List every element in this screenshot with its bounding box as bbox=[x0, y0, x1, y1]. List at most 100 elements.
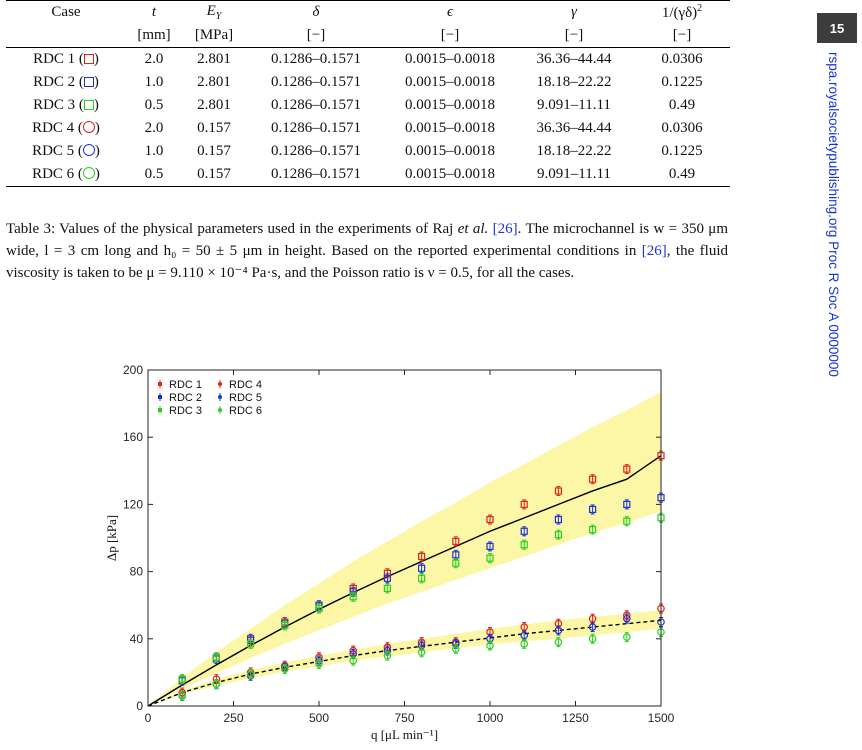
col-t: t bbox=[126, 0, 182, 24]
data-point bbox=[554, 626, 563, 635]
data-point bbox=[451, 645, 460, 653]
square-marker-icon bbox=[83, 77, 94, 87]
delta-cell: 0.1286–0.1571 bbox=[271, 74, 361, 90]
y-tick-label: 160 bbox=[123, 430, 143, 444]
data-point bbox=[315, 660, 323, 668]
delta-cell: 0.1286–0.1571 bbox=[271, 97, 361, 113]
data-point bbox=[486, 515, 494, 524]
legend-marker bbox=[218, 408, 222, 412]
unit-eps: [−] bbox=[386, 24, 514, 48]
data-point bbox=[588, 505, 597, 514]
legend-marker bbox=[158, 395, 162, 399]
unit-gamma: [−] bbox=[514, 24, 634, 48]
col-E: EY bbox=[182, 0, 246, 24]
y-axis-label: Δp [kPa] bbox=[104, 515, 119, 561]
table-row: RDC 2 () 1.0 2.801 0.1286–0.1571 0.0015–0.00… bbox=[6, 71, 730, 94]
legend-marker bbox=[158, 408, 162, 412]
data-point bbox=[520, 640, 529, 648]
t-cell: 1.0 bbox=[144, 74, 164, 90]
x-tick-label: 1500 bbox=[648, 711, 675, 725]
y-tick-label: 0 bbox=[136, 699, 143, 713]
t-cell: 1.0 bbox=[144, 143, 164, 159]
data-point bbox=[623, 517, 631, 525]
data-point bbox=[520, 527, 528, 535]
unit-inv: [−] bbox=[634, 24, 730, 48]
dashed-model-curve bbox=[147, 619, 662, 707]
gamma-cell: 18.18–22.22 bbox=[536, 74, 612, 90]
table-units-row: [mm] [MPa] [−] [−] [−] [−] bbox=[6, 24, 730, 48]
y-tick-label: 120 bbox=[123, 497, 143, 511]
gamma-cell: 36.36–44.44 bbox=[536, 51, 612, 67]
x-axis-label: q [μL min⁻¹] bbox=[371, 727, 438, 742]
inv-cell: 0.0306 bbox=[661, 120, 703, 136]
data-point bbox=[520, 500, 528, 508]
legend-label: RDC 1 bbox=[169, 379, 202, 391]
data-point bbox=[349, 656, 358, 665]
data-point bbox=[588, 475, 597, 483]
square-marker-icon bbox=[83, 100, 94, 110]
inv-cell: 0.49 bbox=[668, 97, 696, 113]
data-point bbox=[418, 564, 426, 572]
y-tick-label: 80 bbox=[130, 565, 144, 579]
data-point bbox=[588, 614, 597, 623]
data-point bbox=[178, 675, 186, 683]
data-point bbox=[623, 500, 631, 508]
unit-case bbox=[6, 24, 126, 48]
E-cell: 0.157 bbox=[182, 163, 246, 187]
t-cell: 2.0 bbox=[144, 120, 164, 136]
data-point bbox=[418, 574, 426, 582]
legend-label: RDC 2 bbox=[169, 392, 202, 404]
data-point bbox=[486, 641, 494, 650]
data-point bbox=[349, 593, 357, 601]
gamma-cell: 18.18–22.22 bbox=[536, 143, 612, 159]
table-row: RDC 1 () 2.0 2.801 0.1286–0.1571 0.0015–0.00… bbox=[6, 48, 730, 72]
data-point bbox=[588, 623, 597, 631]
legend-marker bbox=[218, 382, 222, 386]
unit-t: [mm] bbox=[126, 24, 182, 48]
E-cell: 0.157 bbox=[197, 120, 231, 136]
delta-cell: 0.1286–0.1571 bbox=[271, 120, 361, 136]
t-cell: 0.5 bbox=[144, 97, 164, 113]
col-eps: ϵ bbox=[386, 0, 514, 24]
data-point bbox=[588, 525, 597, 534]
inv-cell: 0.1225 bbox=[661, 74, 703, 90]
table-row: RDC 4 () 2.0 0.157 0.1286–0.1571 0.0015–0.00… bbox=[6, 117, 730, 140]
y-tick-label: 40 bbox=[130, 632, 144, 646]
t-cell: 0.5 bbox=[126, 163, 182, 187]
delta-cell: 0.1286–0.1571 bbox=[246, 163, 386, 187]
data-point bbox=[622, 614, 631, 623]
table-row: RDC 3 () 0.5 2.801 0.1286–0.1571 0.0015–0.00… bbox=[6, 94, 730, 117]
legend-label: RDC 4 bbox=[229, 379, 262, 391]
data-point bbox=[554, 515, 563, 524]
delta-cell: 0.1286–0.1571 bbox=[271, 143, 361, 159]
inv-cell: 0.49 bbox=[634, 163, 730, 187]
ref-link[interactable]: [26] bbox=[641, 243, 667, 259]
case-cell: RDC 2 () bbox=[33, 74, 99, 90]
eps-cell: 0.0015–0.0018 bbox=[405, 97, 495, 113]
data-point bbox=[486, 542, 494, 551]
unit-delta: [−] bbox=[246, 24, 386, 48]
data-point bbox=[452, 537, 460, 545]
data-point bbox=[212, 680, 221, 688]
x-tick-label: 1000 bbox=[477, 711, 504, 725]
x-tick-label: 1250 bbox=[562, 711, 589, 725]
journal-sidebar-text[interactable]: rspa.royalsocietypublishing.org Proc R S… bbox=[826, 52, 841, 377]
data-point bbox=[554, 531, 563, 539]
data-point bbox=[554, 638, 563, 646]
page-number: 15 bbox=[817, 13, 857, 43]
case-cell: RDC 3 () bbox=[33, 97, 99, 113]
data-point bbox=[520, 623, 529, 631]
eps-cell: 0.0015–0.0018 bbox=[405, 143, 495, 159]
data-point bbox=[622, 633, 631, 641]
square-marker-icon bbox=[83, 54, 94, 64]
eps-cell: 0.0015–0.0018 bbox=[386, 163, 514, 187]
legend-label: RDC 6 bbox=[229, 405, 262, 417]
case-cell: RDC 1 () bbox=[33, 51, 99, 67]
table-header-row: Case t EY δ ϵ γ 1/(γδ)2 bbox=[6, 0, 730, 24]
gamma-cell: 36.36–44.44 bbox=[536, 120, 612, 136]
ref-link[interactable]: [26] bbox=[492, 221, 518, 237]
t-cell: 2.0 bbox=[144, 51, 164, 67]
uncertainty-band bbox=[148, 610, 661, 706]
data-point bbox=[418, 552, 426, 561]
E-cell: 0.157 bbox=[197, 143, 231, 159]
